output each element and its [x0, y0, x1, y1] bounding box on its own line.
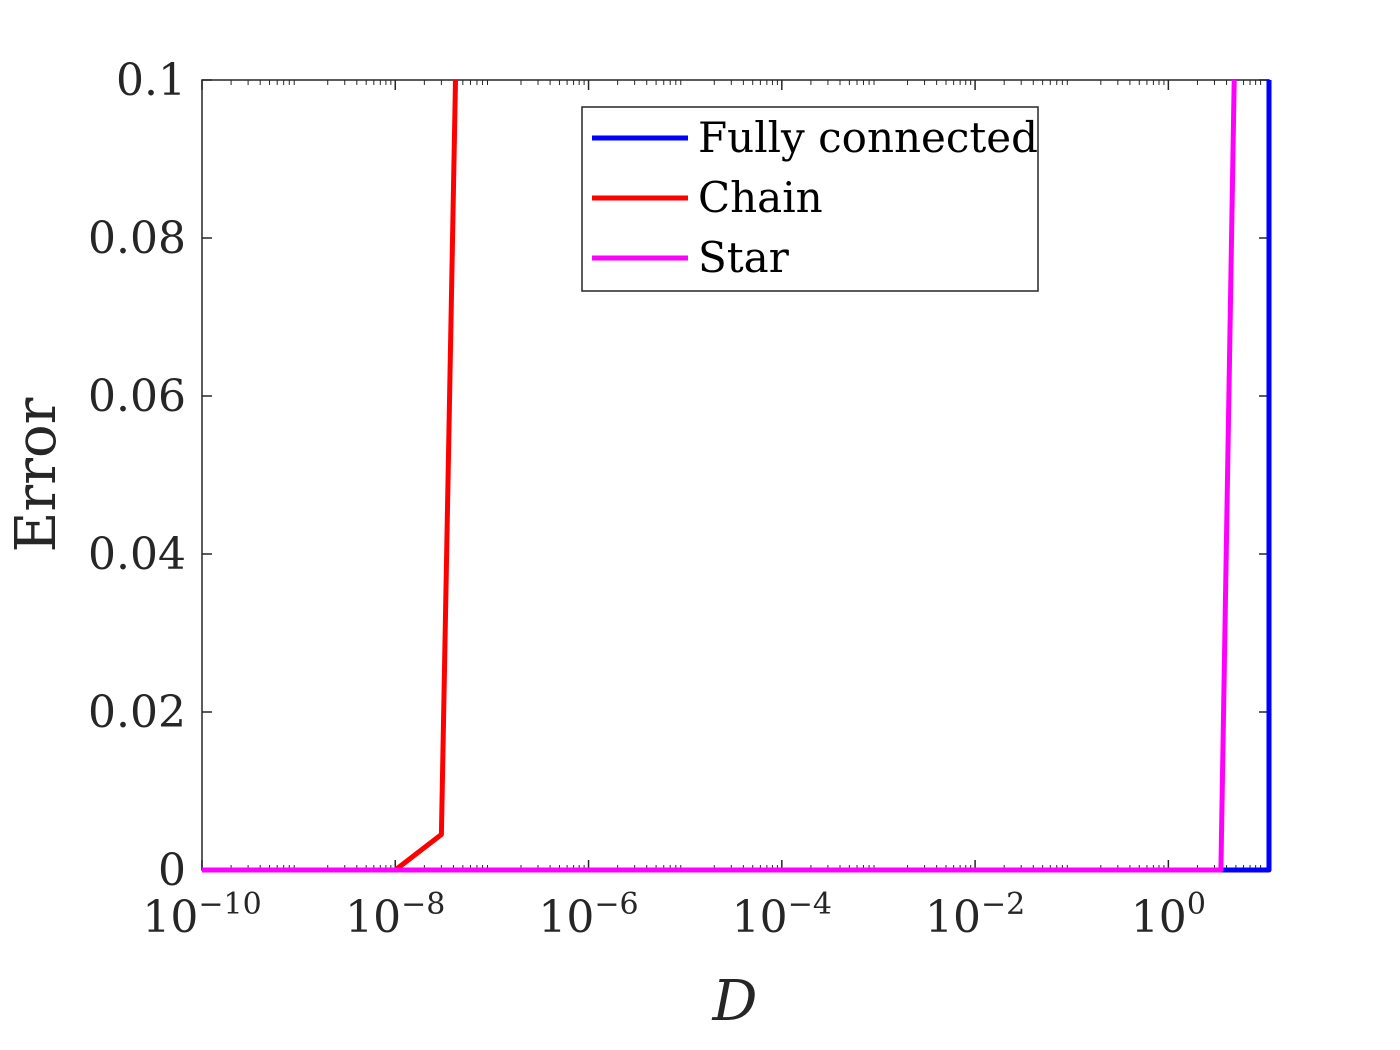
x-tick-label: 10−8 — [345, 887, 445, 943]
y-tick-labels: 0 0.02 0.04 0.06 0.08 0.1 — [88, 55, 186, 896]
x-tick-label: 100 — [1131, 887, 1206, 943]
series-line-star — [202, 79, 1237, 873]
y-axis-title: Error — [4, 397, 69, 552]
y-tick-label: 0 — [158, 845, 186, 896]
x-tick-label: 10−6 — [538, 887, 638, 943]
y-tick-label: 0.06 — [88, 371, 186, 422]
y-tick-label: 0.04 — [88, 529, 186, 580]
legend-label-star: Star — [698, 233, 790, 282]
x-tick-labels: 10−10 10−8 10−6 10−4 10−2 100 — [142, 887, 1206, 943]
x-tick-label: 10−10 — [142, 887, 261, 943]
series-layer — [202, 79, 1272, 873]
legend-label-chain: Chain — [698, 173, 823, 222]
y-tick-label: 0.1 — [116, 55, 186, 106]
legend: Fully connected Chain Star — [581, 106, 1039, 292]
x-tick-label: 10−4 — [732, 887, 832, 943]
x-tick-label: 10−2 — [925, 887, 1025, 943]
y-tick-label: 0.08 — [88, 213, 186, 264]
x-axis-title: D — [712, 969, 758, 1034]
legend-label-fully-connected: Fully connected — [698, 113, 1038, 162]
y-tick-label: 0.02 — [88, 687, 186, 738]
